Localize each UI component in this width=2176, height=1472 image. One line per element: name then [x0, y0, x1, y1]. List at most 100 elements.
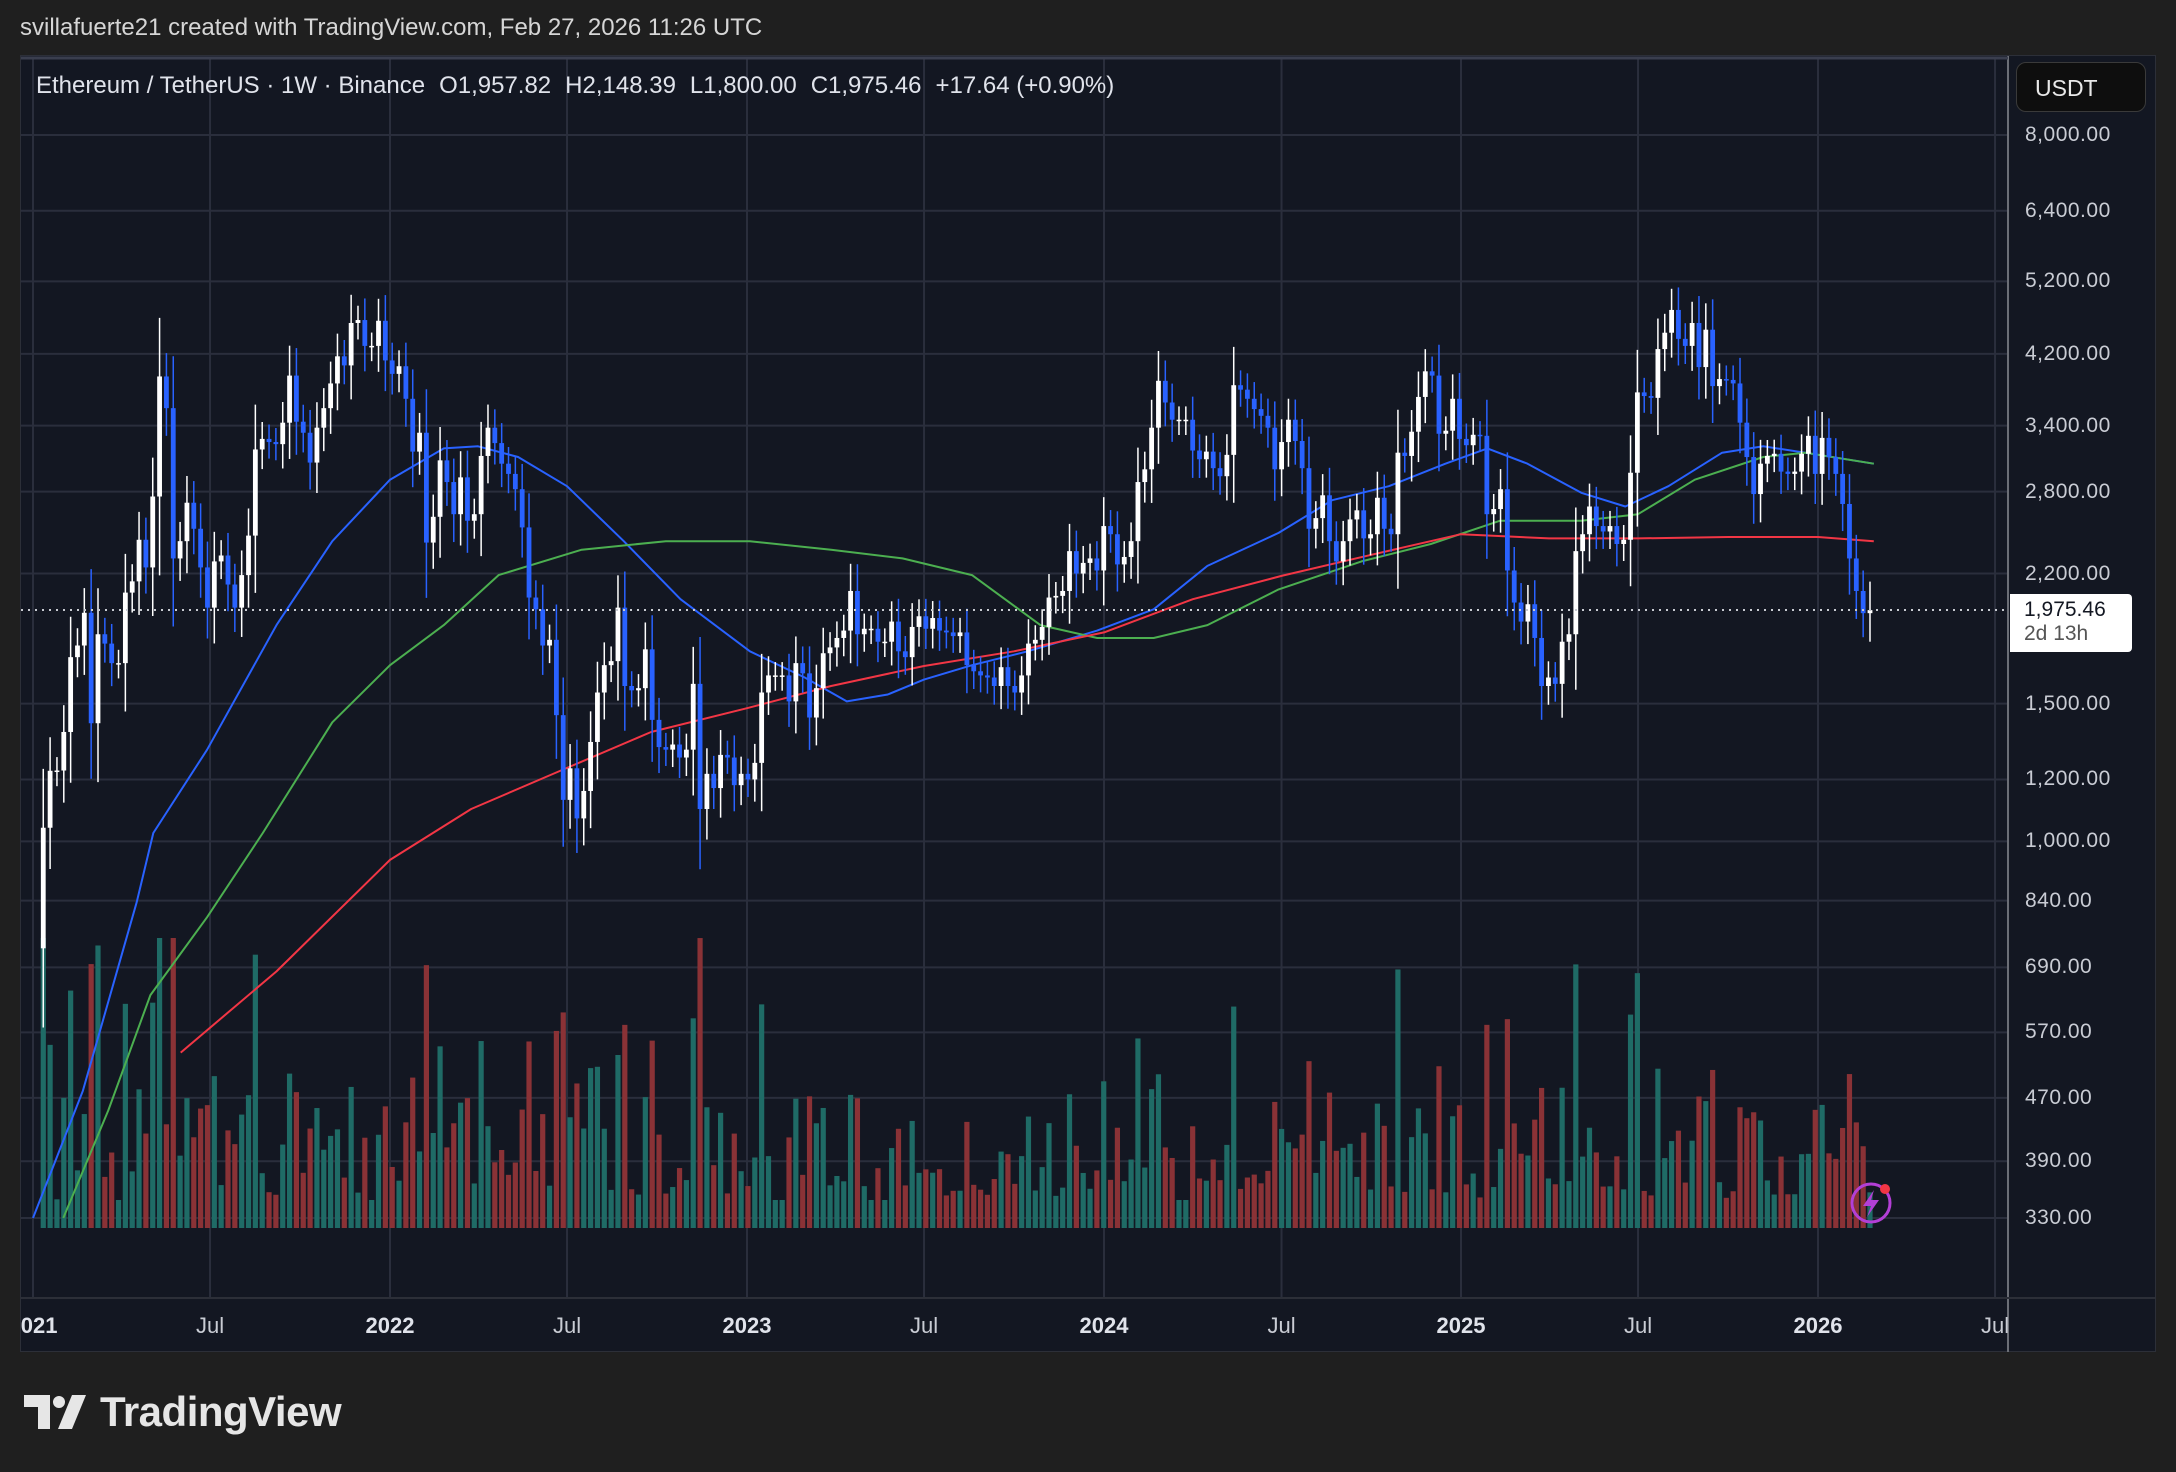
volume-bar — [1251, 1174, 1257, 1228]
candle-body — [786, 675, 792, 702]
volume-bar — [1237, 1188, 1244, 1228]
volume-bar — [1682, 1182, 1688, 1228]
volume-bar — [1039, 1167, 1045, 1228]
volume-bar — [868, 1200, 874, 1228]
volume-bar — [738, 1171, 744, 1228]
volume-bar — [122, 1003, 128, 1228]
volume-bar — [458, 1102, 464, 1228]
volume-bar — [389, 1166, 395, 1228]
candle-body — [1313, 518, 1319, 529]
candle-body — [1005, 667, 1011, 686]
candle-body — [1087, 558, 1093, 563]
volume-bar — [1703, 1101, 1709, 1228]
volume-bar — [745, 1186, 751, 1228]
candle-body — [1388, 528, 1394, 535]
volume-bar — [519, 1109, 525, 1228]
symbol-name[interactable]: Ethereum / TetherUS · 1W · Binance — [36, 72, 426, 99]
candle-body — [136, 539, 142, 582]
volume-bar — [998, 1151, 1004, 1228]
candle-body — [882, 641, 888, 644]
volume-bar — [1436, 1066, 1442, 1228]
volume-bar — [895, 1128, 902, 1228]
candle-body — [629, 685, 635, 691]
volume-bar — [1853, 1122, 1859, 1228]
lightning-icon[interactable] — [1850, 1182, 1892, 1224]
candle-body — [567, 768, 573, 800]
volume-bar — [1710, 1069, 1716, 1228]
volume-bar — [1340, 1147, 1346, 1228]
price-tick-label: 1,200.00 — [2025, 767, 2111, 791]
volume-bar — [875, 1168, 881, 1228]
volume-bar — [512, 1162, 518, 1228]
candle-body — [1730, 379, 1736, 384]
volume-bar — [827, 1185, 833, 1228]
candle-body — [1217, 468, 1223, 477]
volume-bar — [909, 1120, 915, 1228]
volume-bar — [232, 1144, 238, 1228]
candle-body — [1080, 562, 1086, 574]
volume-bar — [683, 1180, 689, 1228]
time-tick-label: Jul — [552, 1313, 582, 1338]
volume-bar — [1224, 1144, 1230, 1228]
volume-bar — [410, 1077, 416, 1228]
bar-countdown: 2d 13h — [2024, 622, 2089, 645]
candle-body — [896, 621, 901, 652]
volume-bar — [341, 1177, 347, 1228]
candle-body — [170, 408, 176, 559]
candle-body — [259, 438, 265, 450]
candle-body — [1224, 454, 1230, 477]
candle-body — [1354, 510, 1360, 520]
candle-body — [68, 657, 74, 732]
volume-bar — [1190, 1126, 1196, 1228]
candle-body — [177, 541, 183, 559]
volume-bar — [601, 1128, 607, 1228]
volume-bar — [382, 1106, 388, 1228]
candle-body — [266, 438, 272, 443]
candle-body — [636, 688, 641, 691]
volume-bar — [1149, 1089, 1155, 1228]
candle-body — [560, 715, 566, 800]
volume-bar — [204, 1105, 211, 1228]
candle-body — [985, 675, 990, 678]
candle-body — [1046, 597, 1052, 627]
last-price-label: 1,975.46 2d 13h — [2010, 594, 2132, 652]
candle-body — [191, 502, 197, 529]
volume-bar — [1142, 1167, 1148, 1228]
volume-bar — [1757, 1120, 1764, 1228]
volume-bar — [1313, 1172, 1319, 1228]
volume-bar — [1477, 1197, 1483, 1228]
candle-body — [1682, 338, 1688, 346]
volume-bar — [1299, 1134, 1305, 1228]
candle-body — [1101, 526, 1107, 571]
candle-body — [1580, 534, 1586, 552]
volume-bar — [553, 1030, 559, 1228]
price-tick-label: 4,200.00 — [2025, 341, 2111, 365]
candle-body — [403, 366, 409, 399]
volume-bar — [786, 1137, 792, 1228]
volume-bar — [847, 1094, 854, 1228]
candle-body — [102, 634, 108, 644]
volume-bar — [1374, 1103, 1380, 1228]
price-tick-label: 5,200.00 — [2025, 269, 2111, 293]
candle-body — [861, 628, 867, 635]
volume-bar — [806, 1096, 813, 1228]
candle-body — [129, 581, 135, 593]
candle-body — [820, 653, 826, 689]
volume-bar — [74, 1170, 81, 1228]
time-axis[interactable]: 2021 Jul 2022 Jul 2023 Jul 2024 Jul 2025 Jul 2026 J… — [20, 1298, 2008, 1350]
candle-body — [868, 628, 874, 631]
volume-bar — [1470, 1173, 1476, 1228]
volume-bar — [1279, 1128, 1285, 1228]
volume-bar — [1846, 1074, 1853, 1228]
candle-body — [875, 628, 881, 642]
tradingview-logo[interactable]: TradingView — [24, 1388, 342, 1436]
candle-body — [1306, 468, 1312, 529]
candle-body — [1265, 415, 1271, 428]
currency-button[interactable]: USDT — [2016, 62, 2146, 112]
candle-body — [1402, 452, 1408, 456]
volume-bar — [1292, 1148, 1298, 1228]
volume-bar — [841, 1181, 847, 1228]
volume-bar — [396, 1180, 402, 1228]
volume-bar — [902, 1185, 908, 1228]
